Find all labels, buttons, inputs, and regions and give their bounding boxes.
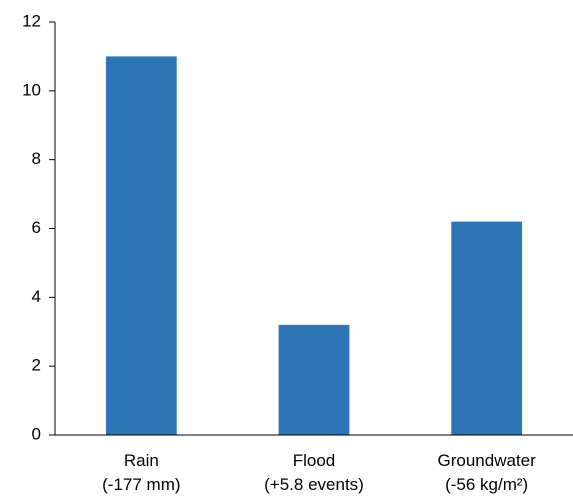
y-tick-label: 6 — [32, 218, 41, 237]
y-tick-label: 0 — [32, 424, 41, 443]
y-tick-label: 12 — [22, 11, 41, 30]
x-tick-label: Rain (-177 mm) — [102, 451, 180, 494]
bar — [105, 56, 177, 436]
y-tick-label: 8 — [32, 149, 41, 168]
y-tick-label: 10 — [22, 80, 41, 99]
y-tick-label: 2 — [32, 356, 41, 375]
x-tick-label: Groundwater (-56 kg/m²) — [438, 451, 537, 494]
bar — [278, 324, 350, 435]
x-tick-label: Flood (+5.8 events) — [264, 451, 364, 494]
y-tick-label: 4 — [32, 287, 41, 306]
bar — [451, 221, 523, 435]
